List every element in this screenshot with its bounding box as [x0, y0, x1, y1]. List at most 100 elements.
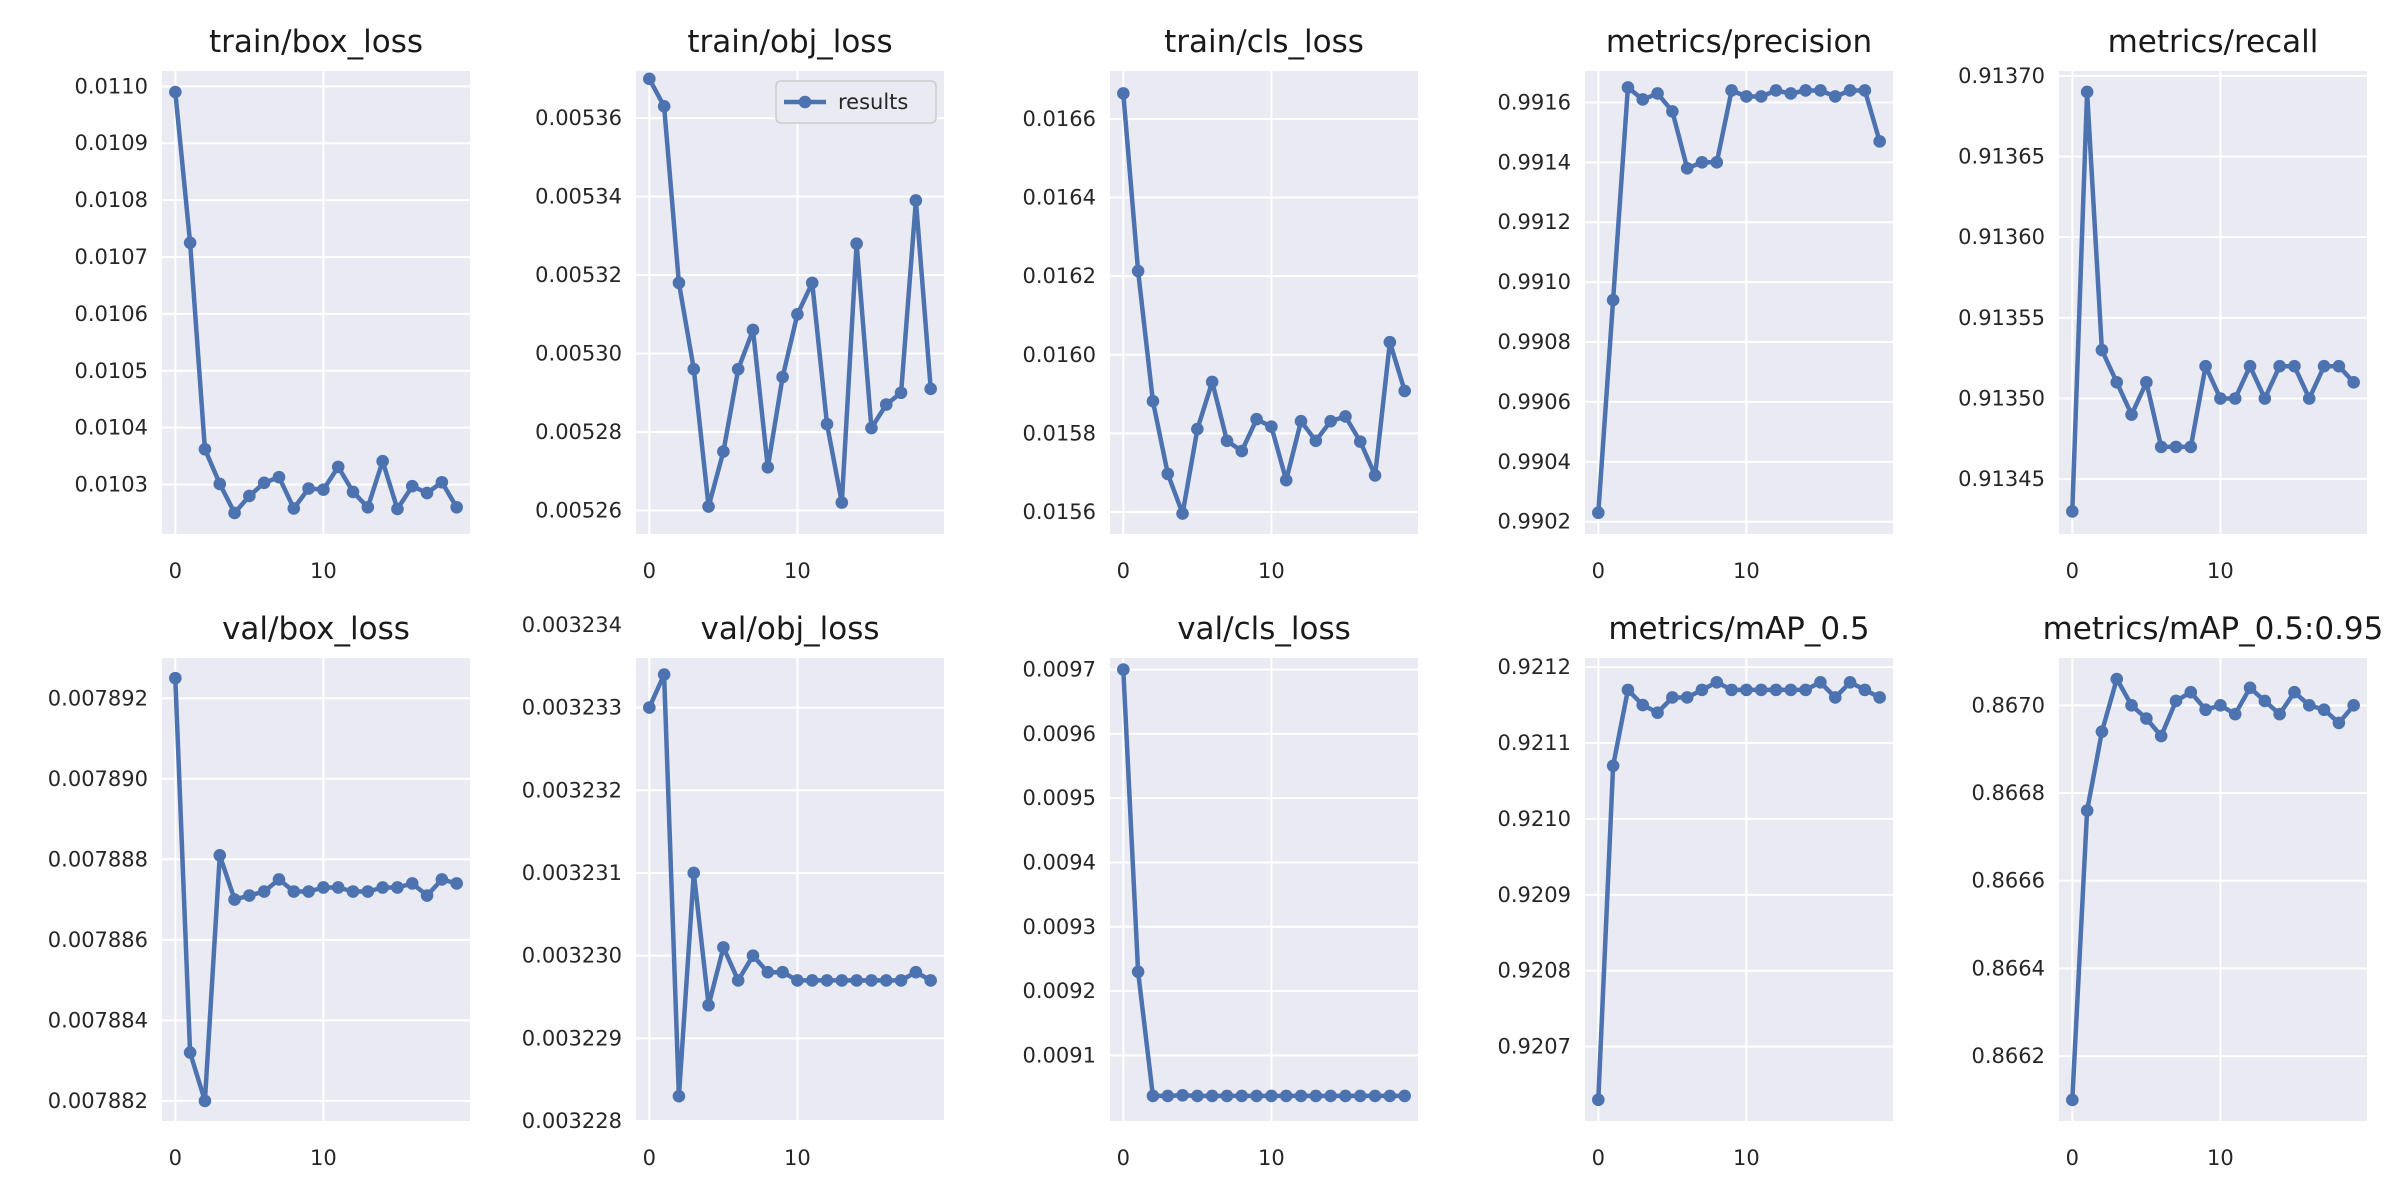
y-tick-label: 0.003234 — [522, 613, 622, 637]
data-point — [1353, 435, 1367, 448]
data-point — [2288, 685, 2301, 699]
data-point — [672, 1089, 686, 1103]
y-tick-label: 0.91360 — [1958, 225, 2045, 249]
y-tick-label: 0.9211 — [1498, 731, 1571, 755]
y-tick-label: 0.0166 — [1023, 107, 1096, 131]
data-point — [1710, 156, 1724, 169]
subplot-title: metrics/recall — [2108, 24, 2319, 60]
data-point — [1769, 683, 1783, 697]
y-tick-label: 0.0093 — [1023, 915, 1096, 939]
data-point — [272, 873, 286, 886]
data-point — [894, 974, 908, 987]
data-point — [791, 974, 804, 987]
data-point — [2288, 359, 2301, 373]
data-point — [331, 881, 345, 894]
data-point — [1799, 683, 1812, 697]
subplot-title: val/box_loss — [222, 611, 410, 647]
data-point — [1740, 683, 1753, 697]
data-point — [865, 974, 878, 987]
data-point — [2154, 729, 2168, 743]
y-tick-label: 0.007882 — [48, 1089, 148, 1113]
data-point — [1814, 675, 1827, 689]
data-point — [2125, 699, 2138, 712]
data-point — [2228, 392, 2242, 405]
y-tick-label: 0.9207 — [1498, 1035, 1571, 1059]
y-tick-label: 0.0109 — [75, 131, 148, 155]
data-point — [1309, 434, 1323, 448]
legend: results — [775, 80, 937, 124]
data-point — [2273, 707, 2286, 721]
x-tick-label: 10 — [1258, 1146, 1285, 1170]
data-point — [1754, 90, 1768, 103]
data-point — [2184, 440, 2198, 454]
data-point — [1176, 1088, 1189, 1102]
y-tick-label: 0.8662 — [1972, 1044, 2045, 1068]
y-tick-label: 0.9904 — [1498, 450, 1571, 474]
data-point — [1666, 691, 1679, 704]
data-point — [717, 941, 730, 954]
y-tick-label: 0.00536 — [535, 106, 622, 130]
data-point — [317, 881, 330, 894]
data-point — [2258, 694, 2272, 708]
y-tick-label: 0.003229 — [522, 1026, 622, 1050]
y-tick-label: 0.0096 — [1023, 722, 1096, 746]
x-tick-label: 10 — [2207, 1146, 2234, 1170]
data-point — [1799, 84, 1812, 97]
y-tick-label: 0.007888 — [48, 847, 148, 871]
data-point — [435, 873, 449, 886]
data-point — [346, 885, 360, 898]
data-point — [746, 949, 760, 962]
data-point — [169, 671, 182, 685]
data-point — [879, 398, 893, 411]
data-point — [287, 885, 301, 898]
data-point — [391, 502, 404, 516]
data-point — [2125, 408, 2138, 421]
data-point — [717, 445, 730, 458]
plot-area — [2059, 71, 2367, 534]
y-tick-label: 0.91355 — [1958, 306, 2045, 330]
data-point — [1398, 1089, 1411, 1103]
y-tick-label: 0.007892 — [48, 686, 148, 710]
data-point — [243, 489, 256, 503]
data-point — [894, 386, 908, 400]
data-point — [2258, 392, 2272, 405]
data-point — [435, 475, 449, 489]
plot-area — [1110, 658, 1418, 1121]
data-point — [243, 889, 256, 902]
y-tick-label: 0.003231 — [522, 861, 622, 885]
data-point — [657, 668, 671, 681]
data-point — [687, 866, 701, 880]
data-point — [2154, 440, 2168, 454]
data-point — [1117, 87, 1130, 100]
data-point — [1383, 1089, 1397, 1103]
data-point — [361, 500, 375, 514]
y-tick-label: 0.003228 — [522, 1109, 622, 1133]
y-tick-label: 0.003233 — [522, 696, 622, 720]
y-tick-label: 0.00534 — [535, 185, 622, 209]
data-point — [1725, 84, 1738, 97]
y-tick-label: 0.0105 — [75, 359, 148, 383]
y-tick-label: 0.0097 — [1023, 658, 1096, 682]
subplot-title: metrics/mAP_0.5 — [1608, 611, 1869, 647]
data-point — [1324, 414, 1337, 428]
data-point — [420, 889, 434, 902]
y-tick-label: 0.9914 — [1498, 150, 1571, 174]
x-tick-label: 10 — [310, 559, 337, 583]
y-tick-label: 0.0156 — [1023, 500, 1096, 524]
y-tick-label: 0.00528 — [535, 420, 622, 444]
y-tick-label: 0.003232 — [522, 778, 622, 802]
data-point — [361, 885, 375, 898]
data-point — [1695, 156, 1709, 169]
data-point — [1131, 264, 1145, 278]
subplot-4: 0.91345 0.91350 0.91355 0.91360 0.91365 0.913… — [1958, 24, 2367, 583]
data-point — [213, 848, 227, 862]
x-tick-label: 0 — [1592, 1146, 1605, 1170]
data-point — [450, 877, 463, 890]
data-point — [1191, 1089, 1204, 1103]
data-point — [2140, 376, 2153, 389]
legend-marker-swatch — [798, 95, 812, 109]
data-point — [450, 500, 463, 514]
y-tick-label: 0.007884 — [48, 1008, 148, 1032]
subplot-0: 0.0103 0.0104 0.0105 0.0106 0.0107 0.0108 0.01… — [75, 24, 470, 583]
data-point — [865, 421, 878, 435]
